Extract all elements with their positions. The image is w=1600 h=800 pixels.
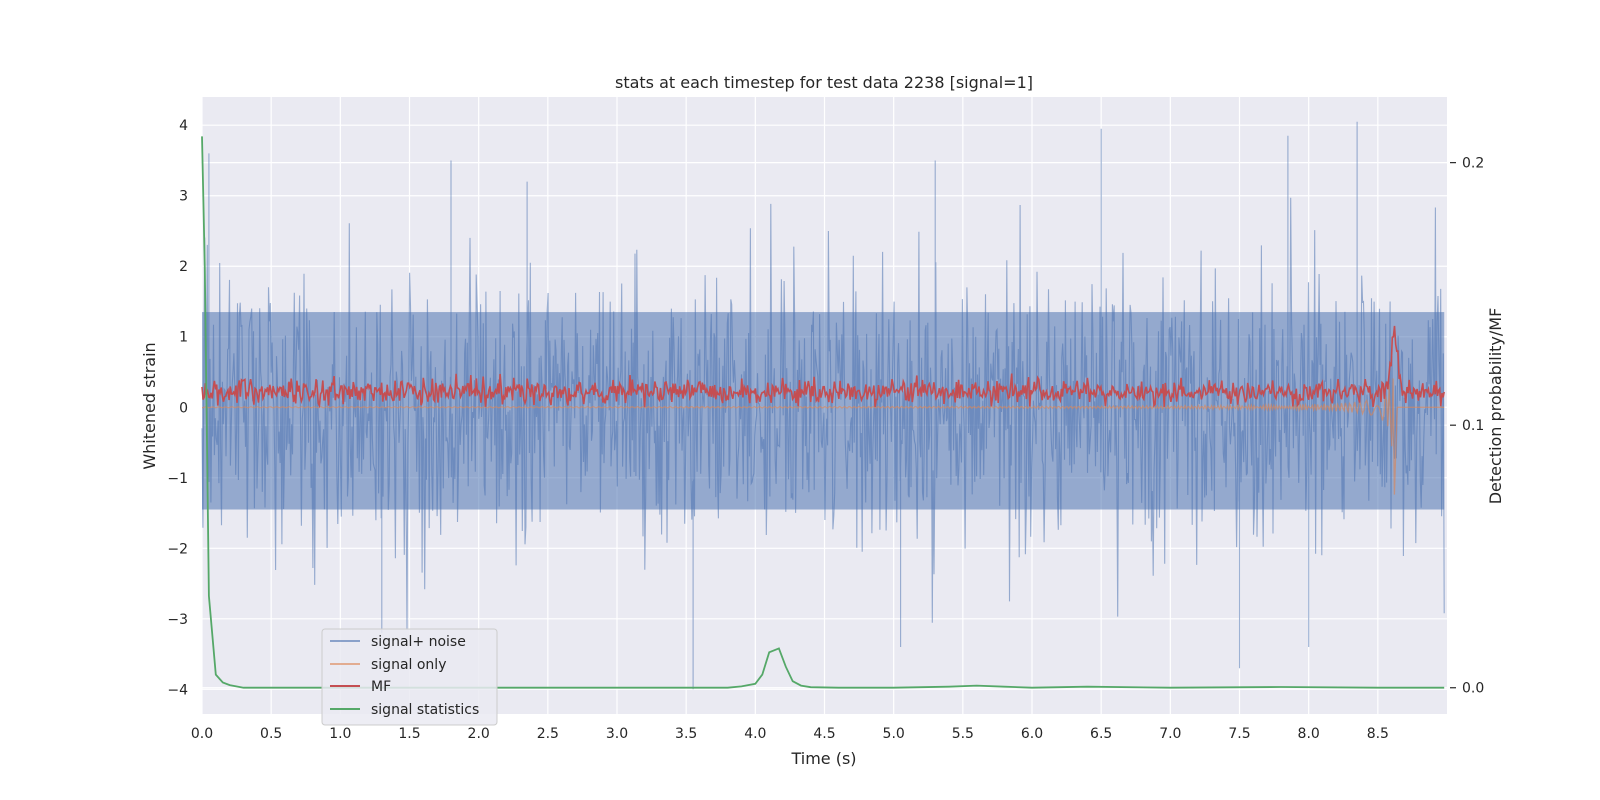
legend-label-signal-statistics: signal statistics — [371, 702, 479, 718]
y2-tick-label: 0.2 — [1462, 156, 1484, 172]
signal-statistics-line — [201, 136, 1445, 689]
x-axis-ticks: 0.0 0.5 1.0 1.5 2.0 2.5 3.0 3.5 4.0 4.5 5.0 5.5 6.0 6… — [191, 726, 1389, 742]
legend-label-mf: MF — [371, 679, 391, 695]
x-tick-label: 2.0 — [468, 726, 490, 742]
chart-title: stats at each timestep for test data 223… — [615, 73, 1033, 92]
y-tick-label: −4 — [167, 682, 188, 698]
x-tick-label: 6.0 — [1021, 726, 1043, 742]
x-tick-label: 8.0 — [1298, 726, 1320, 742]
y-tick-label: −1 — [167, 471, 188, 487]
y2-tick-label: 0.0 — [1462, 681, 1484, 697]
x-tick-label: 6.5 — [1090, 726, 1112, 742]
x-tick-label: 4.5 — [813, 726, 835, 742]
series-signal-statistics — [201, 136, 1445, 689]
x-tick-label: 7.0 — [1159, 726, 1181, 742]
mf-line — [201, 325, 1445, 409]
y-axis-ticks: 4 3 2 1 0 −1 −2 −3 −4 — [167, 118, 188, 698]
x-tick-label: 0.0 — [191, 726, 213, 742]
y-tick-label: 2 — [179, 259, 188, 275]
series-signal-noise — [201, 121, 1445, 690]
series-mf — [201, 325, 1445, 409]
legend: signal+ noise signal only MF signal stat… — [321, 628, 498, 726]
y-tick-label: 4 — [179, 118, 188, 134]
x-axis-label: Time (s) — [790, 749, 856, 768]
x-tick-label: 3.5 — [675, 726, 697, 742]
x-tick-label: 3.0 — [606, 726, 628, 742]
x-tick-label: 1.5 — [398, 726, 420, 742]
y2-tick-label: 0.1 — [1462, 418, 1484, 434]
y-tick-label: 3 — [179, 189, 188, 205]
y-tick-label: −2 — [167, 541, 188, 557]
x-tick-label: 4.0 — [744, 726, 766, 742]
x-tick-label: 7.5 — [1228, 726, 1250, 742]
noise-line — [201, 121, 1445, 690]
y2-axis-ticks: 0.2 0.1 0.0 — [1450, 156, 1484, 697]
x-tick-label: 5.0 — [883, 726, 905, 742]
y-axis-label: Whitened strain — [140, 342, 159, 469]
x-tick-label: 5.5 — [952, 726, 974, 742]
x-tick-label: 8.5 — [1367, 726, 1389, 742]
y-tick-label: 0 — [179, 400, 188, 416]
signal-only-line — [202, 378, 1445, 495]
y2-axis-label: Detection probability/MF — [1486, 308, 1505, 505]
x-tick-label: 2.5 — [537, 726, 559, 742]
x-tick-label: 1.0 — [329, 726, 351, 742]
x-tick-label: 0.5 — [260, 726, 282, 742]
y-tick-label: −3 — [167, 612, 188, 628]
y-tick-label: 1 — [179, 330, 188, 346]
legend-box — [321, 628, 498, 726]
legend-label-signal-only: signal only — [371, 657, 446, 673]
legend-label-signal-noise: signal+ noise — [371, 634, 466, 650]
series-signal-only — [202, 378, 1445, 495]
